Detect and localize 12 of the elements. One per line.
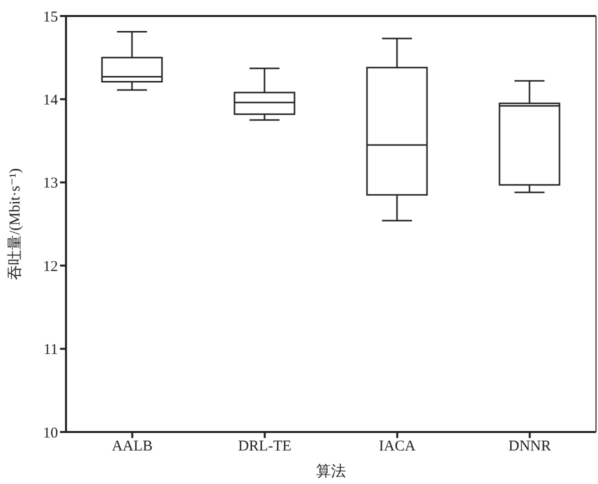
x-tick-label: DNNR: [508, 438, 552, 455]
y-tick-label: 11: [44, 342, 58, 358]
y-tick-label: 15: [43, 9, 58, 26]
x-tick-label: DRL-TE: [238, 438, 292, 455]
y-axis-title: 吞吐量/(Mbit·s⁻¹): [6, 168, 24, 280]
x-tick-label: AALB: [112, 438, 153, 455]
y-tick-label: 10: [43, 425, 58, 442]
y-tick-label: 12: [43, 258, 58, 275]
y-tick-label: 14: [43, 92, 58, 109]
y-tick-label: 13: [43, 176, 58, 192]
x-axis-title: 算法: [316, 463, 346, 480]
x-tick-label: IACA: [378, 438, 416, 455]
